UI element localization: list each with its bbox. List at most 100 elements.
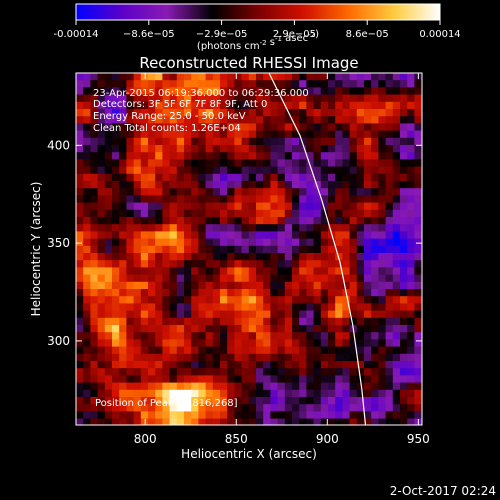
heatmap-cell <box>364 173 372 182</box>
heatmap-cell <box>212 159 221 168</box>
heatmap-cell <box>407 303 415 312</box>
heatmap-cell <box>299 87 307 96</box>
plot-frame <box>75 72 423 426</box>
heatmap-cell <box>349 94 358 103</box>
heatmap-cell <box>227 253 235 261</box>
heatmap-cell <box>119 418 127 425</box>
heatmap-cell <box>320 123 329 132</box>
heatmap-cell <box>148 267 156 276</box>
heatmap-cell <box>299 361 307 369</box>
heatmap-cell <box>292 87 300 96</box>
heatmap-cell <box>371 137 379 146</box>
heatmap-cell <box>220 188 228 196</box>
heatmap-cell <box>400 94 408 103</box>
heatmap-cell <box>83 267 91 276</box>
heatmap-cell <box>191 404 199 412</box>
heatmap-cell <box>220 159 228 168</box>
heatmap-cell <box>256 209 264 218</box>
heatmap-cell <box>306 145 315 153</box>
heatmap-cell <box>227 87 235 96</box>
heatmap-cell <box>335 181 343 189</box>
heatmap-cell <box>277 260 286 268</box>
heatmap-cell <box>313 353 322 362</box>
heatmap-cell <box>392 274 401 283</box>
heatmap-cell <box>385 209 394 218</box>
heatmap-cell <box>284 217 293 225</box>
heatmap-cell <box>148 281 156 290</box>
heatmap-cell <box>248 130 257 139</box>
y-tick-label: 300 <box>47 334 70 348</box>
heatmap-cell <box>133 109 142 117</box>
heatmap-cell <box>328 94 336 103</box>
heatmap-cell <box>400 397 408 405</box>
heatmap-cell <box>400 217 408 225</box>
heatmap-cell <box>97 109 106 117</box>
heatmap-cell <box>241 231 250 240</box>
heatmap-cell <box>356 404 365 412</box>
heatmap-cell <box>400 173 408 182</box>
heatmap-cell <box>320 418 329 425</box>
heatmap-cell <box>83 80 91 88</box>
heatmap-cell <box>90 389 99 398</box>
heatmap-cell <box>284 253 293 261</box>
heatmap-cell <box>335 145 343 153</box>
heatmap-cell <box>198 224 207 232</box>
heatmap-cell <box>212 116 221 124</box>
heatmap-cell <box>248 80 257 88</box>
heatmap-cell <box>256 274 264 283</box>
heatmap-cell <box>248 404 257 412</box>
heatmap-cell <box>270 159 279 168</box>
heatmap-cell <box>76 116 84 124</box>
heatmap-cell <box>299 281 307 290</box>
heatmap-cell <box>400 418 408 425</box>
heatmap-cell <box>248 303 257 312</box>
heatmap-cell <box>292 238 300 247</box>
heatmap-cell <box>205 101 214 110</box>
heatmap-cell <box>292 101 300 110</box>
heatmap-cell <box>140 238 149 247</box>
heatmap-cell <box>212 411 221 420</box>
heatmap-cell <box>140 123 149 132</box>
heatmap-cell <box>299 389 307 398</box>
heatmap-cell <box>191 137 199 146</box>
heatmap-cell <box>205 361 214 369</box>
heatmap-cell <box>292 296 300 304</box>
heatmap-cell <box>371 382 379 391</box>
heatmap-cell <box>414 317 422 326</box>
heatmap-cell <box>256 73 264 81</box>
heatmap-cell <box>191 116 199 124</box>
heatmap-cell <box>220 260 228 268</box>
heatmap-cell <box>335 224 343 232</box>
heatmap-cell <box>378 389 387 398</box>
heatmap-cell <box>212 231 221 240</box>
heatmap-cell <box>112 253 120 261</box>
heatmap-cell <box>162 375 171 384</box>
heatmap-cell <box>104 80 113 88</box>
heatmap-cell <box>97 94 106 103</box>
heatmap-cell <box>184 397 192 405</box>
heatmap-cell <box>169 145 178 153</box>
heatmap-cell <box>392 94 401 103</box>
heatmap-cell <box>104 281 113 290</box>
heatmap-cell <box>407 173 415 182</box>
heatmap-cell <box>112 224 120 232</box>
heatmap-cell <box>148 368 156 376</box>
heatmap-cell <box>270 361 279 369</box>
heatmap-cell <box>256 238 264 247</box>
heatmap-cell <box>104 310 113 319</box>
heatmap-cell <box>349 87 358 96</box>
heatmap-cell <box>385 231 394 240</box>
heatmap-cell <box>421 267 422 276</box>
heatmap-cell <box>140 109 149 117</box>
heatmap-cell <box>133 296 142 304</box>
heatmap-cell <box>284 361 293 369</box>
heatmap-cell <box>241 267 250 276</box>
heatmap-cell <box>76 260 84 268</box>
heatmap-cell <box>112 188 120 196</box>
heatmap-cell <box>76 253 84 261</box>
heatmap-cell <box>169 274 178 283</box>
heatmap-cell <box>356 245 365 254</box>
heatmap-cell <box>270 346 279 355</box>
heatmap-cell <box>421 317 422 326</box>
heatmap-cell <box>421 418 422 425</box>
